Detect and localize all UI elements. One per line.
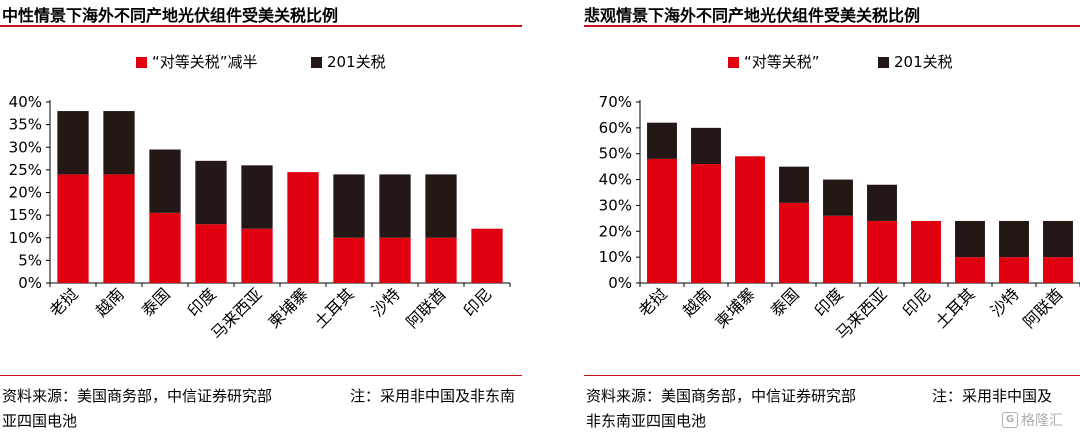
bar-segment: [103, 111, 135, 175]
bar-segment: [379, 237, 411, 283]
bar-segment: [333, 237, 365, 283]
legend-swatch: [311, 57, 322, 68]
x-tick-label: 沙特: [987, 284, 1023, 320]
x-tick-label: 土耳其: [931, 284, 978, 331]
legend-swatch: [728, 57, 739, 68]
x-tick-label: 越南: [92, 284, 128, 320]
bar-segment: [1043, 257, 1073, 283]
y-tick-label: 25%: [9, 161, 42, 179]
y-tick-label: 70%: [599, 93, 632, 111]
bar-segment: [241, 228, 273, 283]
x-tick-label: 印度: [184, 284, 220, 320]
y-tick-label: 5%: [18, 251, 42, 269]
x-tick-label: 泰国: [767, 284, 803, 320]
bar-segment: [779, 166, 809, 203]
y-tick-label: 15%: [9, 206, 42, 224]
bar-segment: [149, 212, 181, 283]
y-tick-label: 35%: [9, 116, 42, 134]
y-tick-label: 0%: [608, 274, 632, 292]
chart-title: 中性情景下海外不同产地光伏组件受美关税比例: [2, 6, 339, 25]
y-tick-label: 0%: [18, 274, 42, 292]
chart-title: 悲观情景下海外不同产地光伏组件受美关税比例: [584, 6, 921, 25]
bar-segment: [691, 127, 721, 165]
x-tick-label: 阿联酋: [402, 284, 449, 331]
x-tick-label: 土耳其: [310, 284, 357, 331]
bar-segment: [999, 220, 1029, 258]
bar-segment: [735, 156, 765, 283]
footnote: 注：采用非中国及: [932, 387, 1053, 405]
footer-divider: [584, 375, 1080, 376]
bar-segment: [779, 202, 809, 283]
watermark-text: 格隆汇: [1021, 413, 1063, 429]
chart-panel-pessimistic: 悲观情景下海外不同产地光伏组件受美关税比例 “对等关税” 201关税 0% 10% 20…: [540, 0, 1080, 433]
watermark: G 格隆汇: [1002, 410, 1063, 430]
bar-segment: [867, 184, 897, 221]
bar-segment: [57, 111, 89, 175]
x-tick-label: 泰国: [138, 284, 174, 320]
x-tick-label: 阿联酋: [1019, 284, 1066, 331]
bar-segment: [425, 237, 457, 283]
footnote-continued: 非东南亚四国电池: [586, 412, 707, 430]
bar-segment: [911, 220, 941, 283]
x-tick-label: 柬埔寨: [711, 284, 758, 331]
bar-segment: [647, 158, 677, 283]
bar-segment: [425, 174, 457, 238]
x-tick-label: 老挝: [46, 284, 82, 320]
footnote: 注：采用非中国及非东南: [350, 387, 516, 405]
bar-segment: [999, 257, 1029, 283]
legend-swatch: [136, 57, 147, 68]
bar-segment: [823, 179, 853, 216]
watermark-logo-icon: G: [1002, 412, 1018, 428]
y-tick-label: 10%: [9, 229, 42, 247]
x-tick-label: 老挝: [635, 284, 671, 320]
bar-segment: [867, 220, 897, 283]
bar-segment: [333, 174, 365, 238]
bar-segment: [379, 174, 411, 238]
legend-label: 201关税: [894, 53, 953, 71]
bar-segment: [195, 224, 227, 283]
bar-segment: [195, 160, 227, 225]
bar-segment: [955, 220, 985, 258]
legend-label: “对等关税”减半: [152, 53, 258, 71]
x-tick-label: 印度: [811, 284, 847, 320]
legend-label: “对等关税”: [744, 53, 820, 71]
footer-divider: [0, 375, 522, 376]
bar-segment: [287, 172, 319, 283]
stacked-bar-chart-neutral: “对等关税”减半 201关税 0% 5% 10% 15% 20% 25% 30% 35% 40% 老挝…: [9, 53, 511, 343]
bar-segment: [1043, 220, 1073, 258]
y-tick-label: 30%: [599, 196, 632, 214]
y-tick-label: 30%: [9, 138, 42, 156]
title-divider: [584, 25, 1080, 27]
bar-segment: [691, 164, 721, 283]
y-tick-label: 40%: [9, 93, 42, 111]
title-divider: [0, 25, 522, 27]
bar-segment: [149, 149, 181, 213]
bar-segment: [647, 122, 677, 159]
x-tick-label: 马来西亚: [207, 284, 266, 343]
y-tick-label: 10%: [599, 248, 632, 266]
bar-segment: [823, 215, 853, 283]
x-tick-label: 越南: [679, 284, 715, 320]
y-tick-label: 50%: [599, 145, 632, 163]
x-tick-label: 印尼: [899, 284, 935, 320]
bar-segment: [471, 228, 503, 283]
legend-swatch: [878, 57, 889, 68]
bar-segment: [57, 174, 89, 283]
y-tick-label: 20%: [599, 222, 632, 240]
chart-panel-neutral: 中性情景下海外不同产地光伏组件受美关税比例 “对等关税”减半 201关税 0% 5% 1…: [0, 6, 522, 430]
y-tick-label: 20%: [9, 184, 42, 202]
legend-label: 201关税: [327, 53, 386, 71]
stacked-bar-chart-pessimistic: “对等关税” 201关税 0% 10% 20% 30% 40% 50% 60% 70% 老挝 越南柬埔…: [599, 53, 1080, 343]
bar-segment: [955, 257, 985, 283]
y-tick-label: 60%: [599, 119, 632, 137]
source-note: 资料来源：美国商务部，中信证券研究部: [586, 387, 857, 405]
source-note: 资料来源：美国商务部，中信证券研究部: [2, 387, 273, 405]
x-tick-label: 沙特: [368, 284, 404, 320]
bar-segment: [103, 174, 135, 283]
y-tick-label: 40%: [599, 171, 632, 189]
x-tick-label: 印尼: [460, 284, 496, 320]
bar-segment: [241, 165, 273, 229]
footnote-continued: 亚四国电池: [2, 412, 78, 430]
x-tick-label: 柬埔寨: [264, 284, 311, 331]
